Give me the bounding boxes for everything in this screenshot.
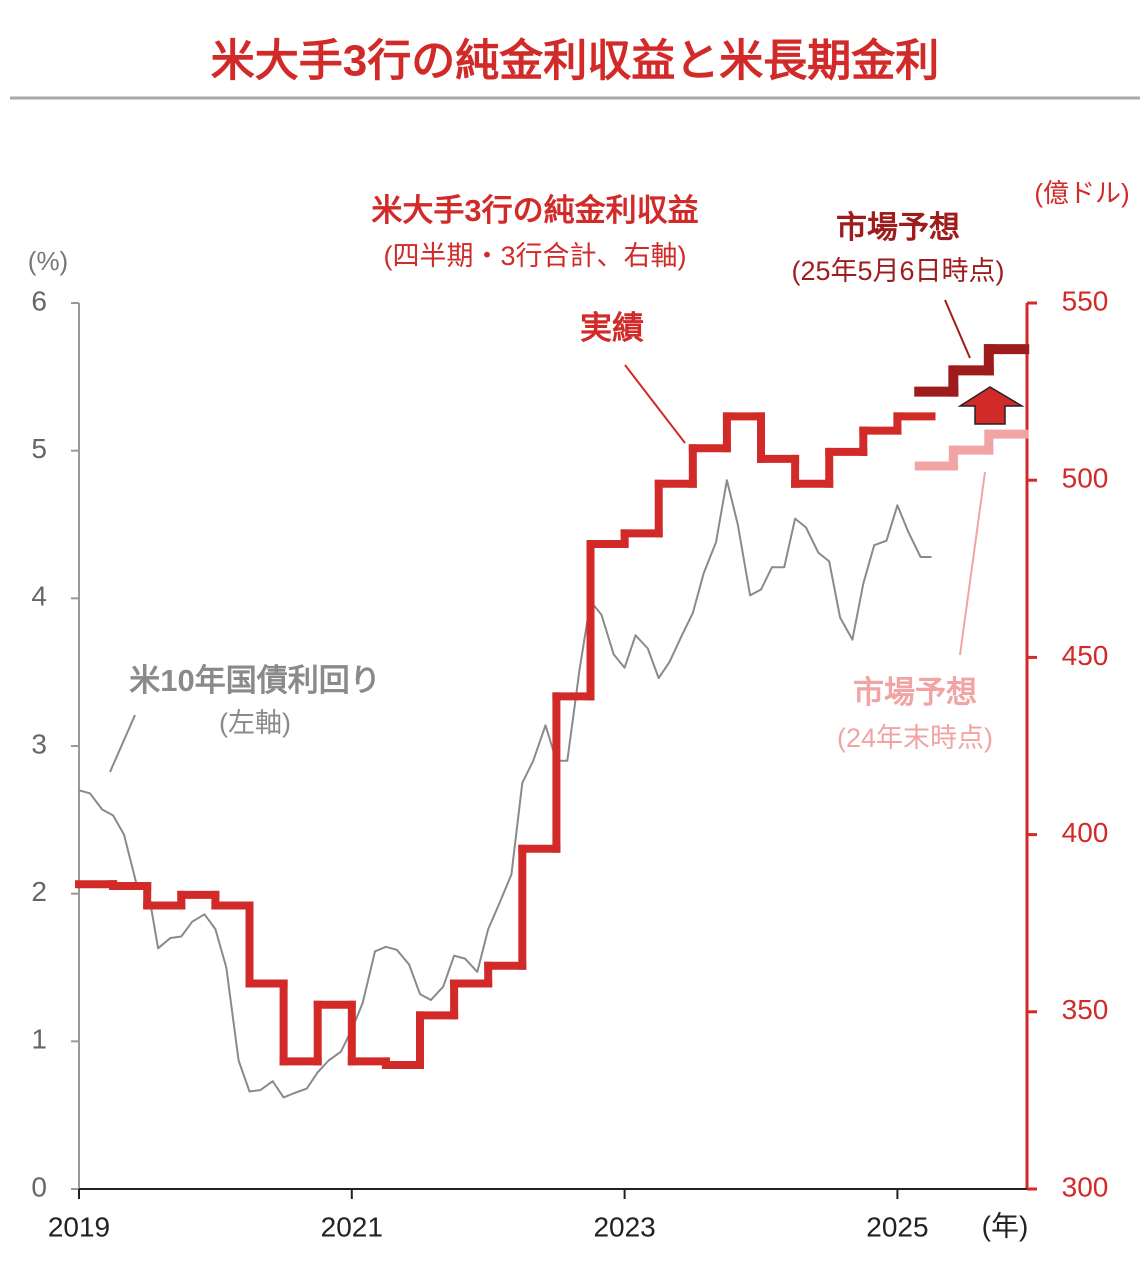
series-sublabel: (四半期・3行合計、右軸) (384, 241, 687, 271)
leader-line (944, 299, 971, 359)
leader-line (624, 364, 686, 444)
series-sublabel: (24年末時点) (837, 723, 993, 753)
y2-tick-label: 400 (1062, 817, 1109, 848)
chart-title: 米大手3行の純金利収益と米長期金利 (211, 37, 939, 86)
y-unit: (%) (28, 246, 68, 276)
line (78, 479, 932, 1099)
up-arrow (957, 386, 1025, 425)
y2-tick-label: 450 (1062, 640, 1109, 671)
x-tick-label: 2021 (321, 1211, 383, 1242)
series-sublabel: (左軸) (219, 708, 291, 738)
series-label: 米大手3行の純金利収益 (371, 193, 698, 228)
y-tick-label: 6 (31, 285, 47, 316)
series-label: 市場予想 (853, 675, 977, 710)
series-sublabel: (25年5月6日時点) (791, 256, 1004, 286)
y-tick-label: 3 (31, 728, 47, 759)
y2-tick-label: 550 (1062, 285, 1109, 316)
series-label: 市場予想 (836, 210, 960, 245)
y-tick-label: 4 (31, 581, 47, 612)
y2-tick-label: 500 (1062, 463, 1109, 494)
leader-line (959, 471, 986, 656)
y2-tick-label: 300 (1062, 1171, 1109, 1202)
y-tick-label: 5 (31, 433, 47, 464)
series-label: 米10年国債利回り (129, 663, 380, 698)
y-tick-label: 0 (31, 1171, 47, 1202)
y-tick-label: 1 (31, 1024, 47, 1055)
x-tick-label: 2019 (48, 1211, 110, 1242)
x-unit: (年) (982, 1210, 1029, 1241)
annotation: 実績 (580, 309, 644, 345)
y2-unit: (億ドル) (1034, 178, 1129, 208)
leader-line (109, 714, 136, 773)
x-tick-label: 2023 (593, 1211, 655, 1242)
y-tick-label: 2 (31, 876, 47, 907)
x-tick-label: 2025 (866, 1211, 928, 1242)
y2-tick-label: 350 (1062, 994, 1109, 1025)
